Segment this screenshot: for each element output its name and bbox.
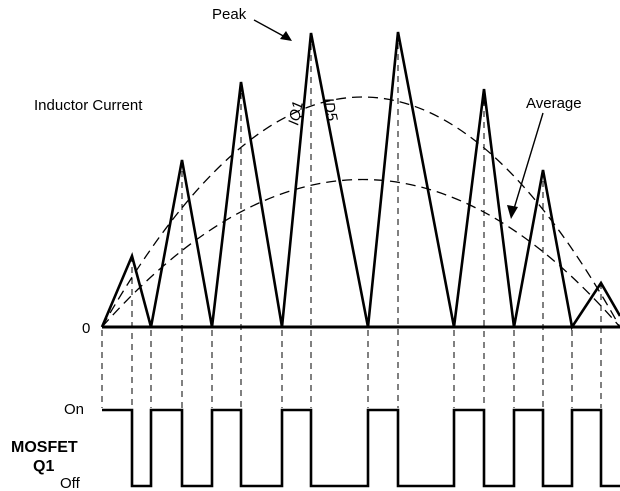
average-arrow-line bbox=[512, 112, 544, 213]
iq1-label: IQ1 bbox=[285, 100, 307, 127]
average-envelope bbox=[101, 179, 620, 328]
zero-label: 0 bbox=[82, 320, 90, 337]
q1-label: Q1 bbox=[33, 458, 54, 475]
id5-label: ID5 bbox=[319, 96, 341, 123]
mosfet-gate-signal bbox=[102, 408, 620, 488]
peak-arrowhead bbox=[280, 31, 292, 41]
inductor-current-waveform bbox=[100, 31, 620, 331]
mosfet-label: MOSFET bbox=[11, 439, 78, 456]
inductor-current-label: Inductor Current bbox=[34, 97, 143, 114]
average-label: Average bbox=[526, 95, 582, 112]
peak-label: Peak bbox=[212, 6, 247, 23]
projection-lines bbox=[101, 32, 602, 408]
on-label: On bbox=[64, 401, 84, 418]
peak-envelope bbox=[101, 96, 620, 328]
off-label: Off bbox=[60, 475, 81, 491]
average-arrowhead bbox=[507, 205, 518, 219]
annotation-arrows bbox=[253, 19, 544, 219]
peak-arrow-line bbox=[253, 19, 288, 39]
